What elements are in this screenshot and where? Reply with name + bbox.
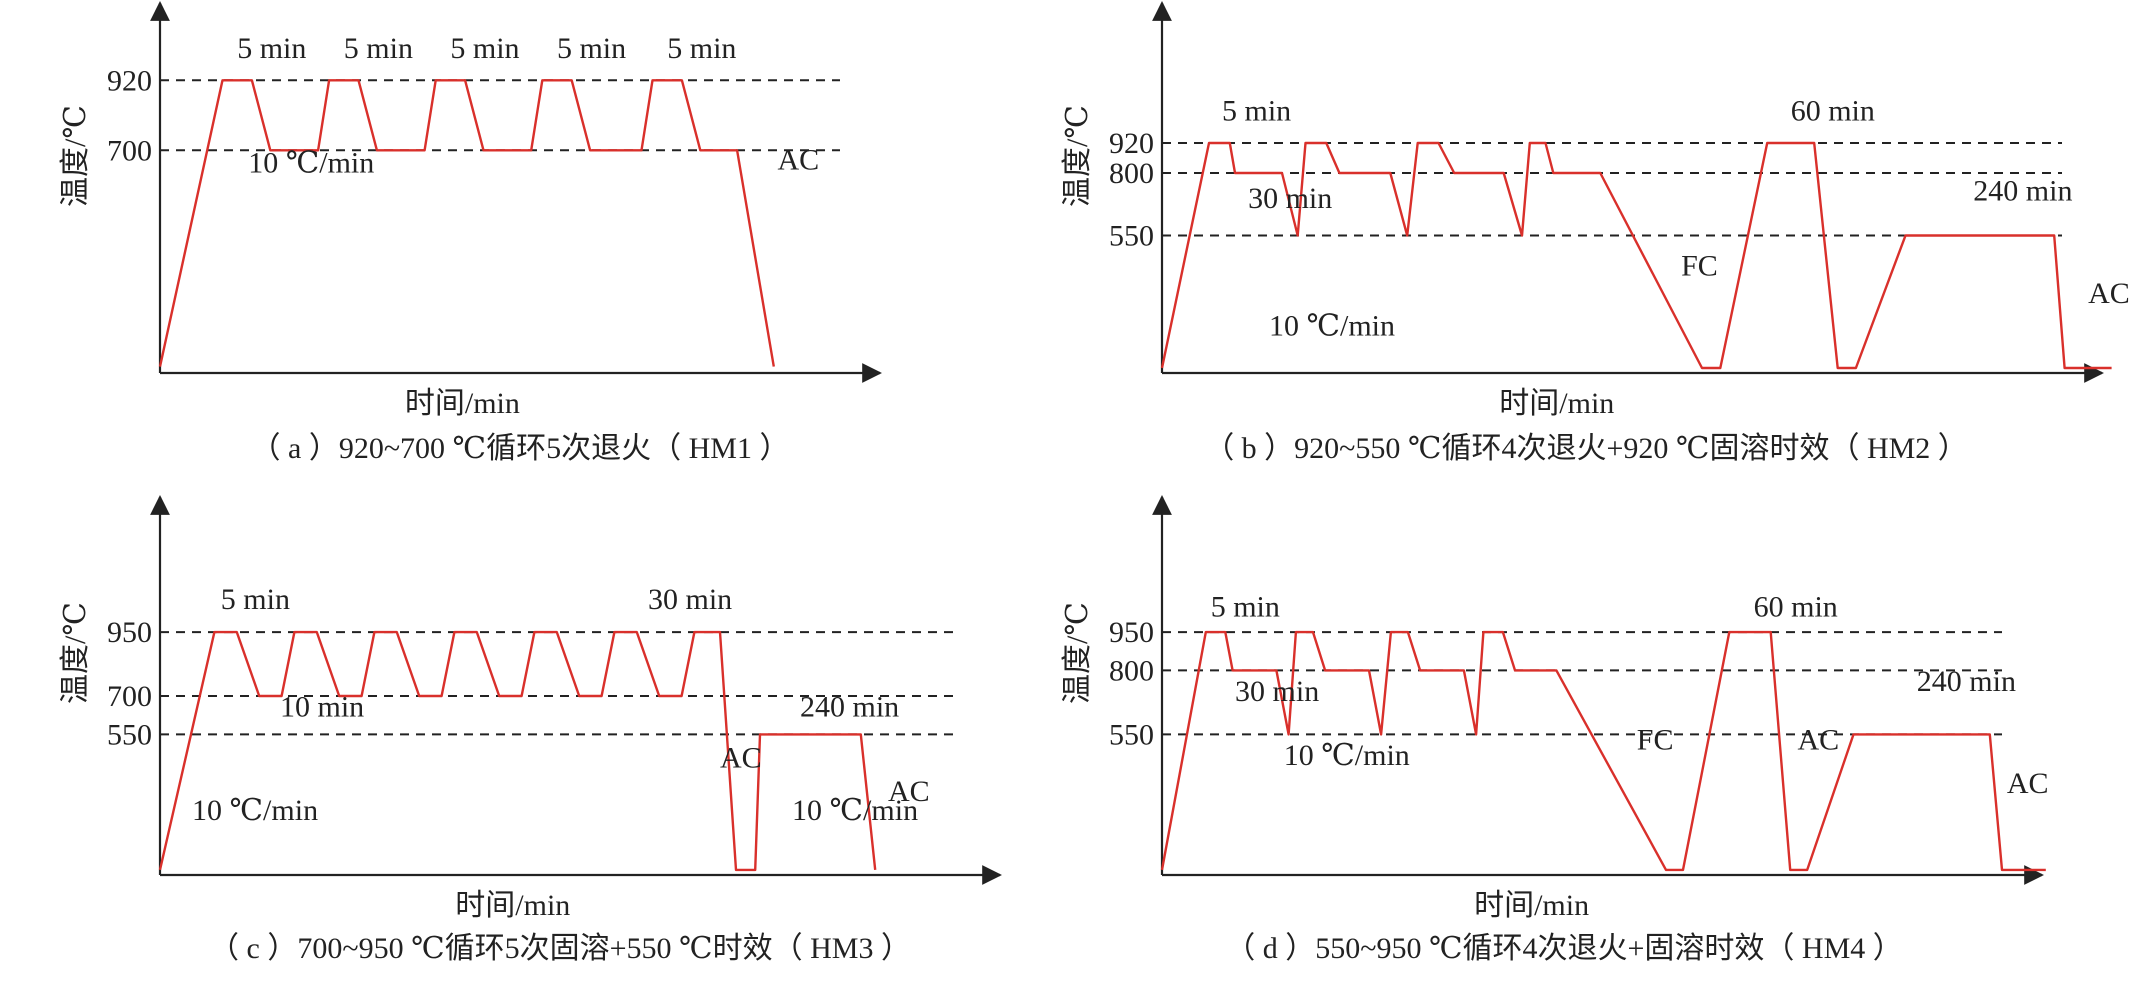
panel-caption: （ b ）920~550 ℃循环4次退火+920 ℃固溶时效（ HM2 ）: [1204, 432, 1968, 465]
annotation-label: 240 min: [1917, 665, 2016, 698]
annotation-label: AC: [778, 143, 820, 176]
annotation-label: 5 min: [344, 32, 413, 65]
annotation-label: AC: [1797, 724, 1839, 757]
y-tick-label: 950: [107, 616, 152, 649]
panel-caption: （ c ）700~950 ℃循环5次固溶+550 ℃时效（ HM3 ）: [209, 932, 911, 965]
annotation-label: 30 min: [1235, 675, 1319, 708]
annotation-label: 10 ℃/min: [248, 147, 374, 180]
y-tick-label: 550: [107, 718, 152, 751]
annotation-label: 5 min: [1222, 95, 1291, 128]
y-tick-label: 800: [1109, 157, 1154, 190]
x-axis-label: 时间/min: [405, 387, 520, 420]
annotation-label: AC: [2007, 767, 2049, 800]
annotation-label: AC: [2088, 277, 2130, 310]
annotation-label: 240 min: [800, 690, 899, 723]
annotation-label: 10 ℃/min: [1284, 739, 1410, 772]
annotation-label: 10 ℃/min: [192, 794, 318, 827]
panel-caption: （ a ）920~700 ℃循环5次退火（ HM1 ）: [251, 432, 790, 465]
y-tick-label: 920: [1109, 127, 1154, 160]
annotation-label: 5 min: [450, 32, 519, 65]
annotation-label: 240 min: [1973, 175, 2072, 208]
y-tick-label: 550: [1109, 220, 1154, 253]
annotation-label: 5 min: [221, 583, 290, 616]
annotation-label: AC: [720, 742, 762, 775]
charts-container: 920 700 5 min 5 min 5 min 5 min 5 min 10 ℃/min A…: [59, 3, 2130, 965]
annotation-label: 10 ℃/min: [1269, 310, 1395, 343]
temperature-curve: [160, 632, 875, 870]
annotation-label: 30 min: [648, 583, 732, 616]
x-axis-label: 时间/min: [1474, 889, 1589, 922]
annotation-label: FC: [1681, 250, 1718, 283]
annotation-label: 5 min: [557, 32, 626, 65]
annotation-label: 60 min: [1791, 95, 1875, 128]
x-axis-label: 时间/min: [1499, 387, 1614, 420]
x-axis-label: 时间/min: [455, 889, 570, 922]
y-tick-label: 950: [1109, 616, 1154, 649]
temperature-curve: [160, 80, 774, 366]
panel-caption: （ d ）550~950 ℃循环4次退火+固溶时效（ HM4 ）: [1225, 932, 1903, 965]
annotation-label: 5 min: [1211, 591, 1280, 624]
y-axis-label: 温度/℃: [59, 105, 92, 207]
annotation-label: 10 min: [280, 690, 364, 723]
annotation-label: FC: [1637, 724, 1674, 757]
chart-panel-a: 920 700 5 min 5 min 5 min 5 min 5 min 10 ℃/min A…: [59, 3, 880, 465]
annotation-label: 60 min: [1754, 591, 1838, 624]
y-tick-label: 800: [1109, 654, 1154, 687]
annotation-label: 10 ℃/min: [792, 794, 918, 827]
annotation-label: 30 min: [1248, 182, 1332, 215]
y-tick-label: 700: [107, 680, 152, 713]
annotation-label: 5 min: [667, 32, 736, 65]
chart-panel-d: 950 800 550 5 min 30 min 60 min 240 min FC AC AC 1…: [1061, 497, 2049, 965]
y-tick-label: 920: [107, 64, 152, 97]
y-tick-label: 550: [1109, 718, 1154, 751]
y-axis-label: 温度/℃: [1061, 105, 1094, 207]
annotation-label: 5 min: [237, 32, 306, 65]
y-tick-label: 700: [107, 134, 152, 167]
y-axis-label: 温度/℃: [59, 602, 92, 704]
y-axis-label: 温度/℃: [1061, 602, 1094, 704]
